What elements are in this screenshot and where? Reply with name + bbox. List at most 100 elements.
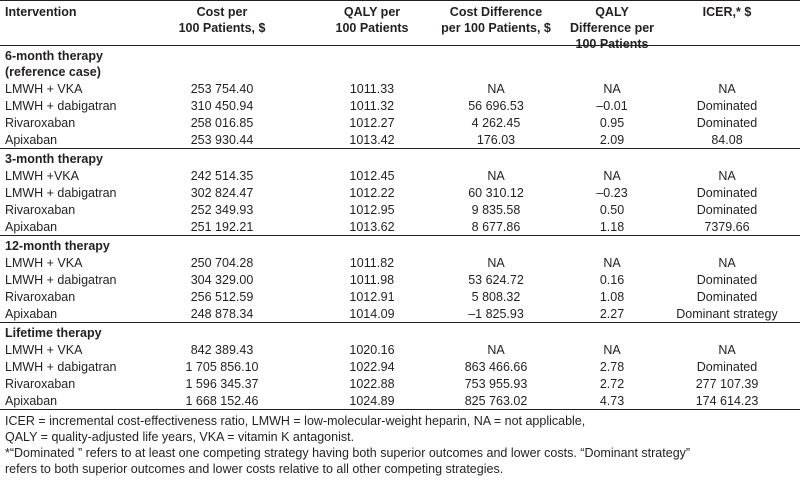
cell: –0.01 [596, 99, 628, 113]
cell: 5 808.32 [471, 290, 521, 304]
cell: 1011.98 [349, 273, 395, 287]
column-header: QALY [595, 5, 629, 19]
section-title: 12-month therapy [5, 239, 110, 253]
cell: 825 763.02 [464, 394, 528, 408]
cell: 1012.45 [349, 169, 395, 183]
column-header: Intervention [5, 5, 77, 19]
cell: –1 825.93 [468, 307, 524, 321]
row-label: LMWH + dabigatran [5, 186, 117, 200]
cell: NA [487, 82, 505, 96]
row-label: Apixaban [5, 307, 58, 321]
cell: 251 192.21 [190, 220, 254, 234]
cell: 0.50 [599, 203, 625, 217]
footnote: *“Dominated ” refers to at least one com… [5, 446, 691, 460]
row-label: Rivaroxaban [5, 116, 76, 130]
row-label: LMWH + dabigatran [5, 360, 117, 374]
cell: 1011.32 [349, 99, 395, 113]
cell: 1020.16 [349, 343, 395, 357]
cell: 1012.27 [349, 116, 395, 130]
cell: 0.95 [599, 116, 625, 130]
rule [0, 322, 800, 323]
cell: 56 696.53 [468, 99, 524, 113]
cell: 1013.62 [349, 220, 395, 234]
rule [0, 45, 800, 46]
cell: 242 514.35 [190, 169, 254, 183]
section-title: 6-month therapy [5, 49, 103, 63]
row-label: LMWH + VKA [5, 343, 83, 357]
cell: NA [718, 82, 736, 96]
cell: NA [603, 169, 621, 183]
cell: 53 624.72 [468, 273, 524, 287]
section-title: (reference case) [5, 65, 101, 79]
cell: 1013.42 [349, 133, 395, 147]
column-header: Cost Difference [449, 5, 543, 19]
cell: 1022.88 [349, 377, 395, 391]
cell: Dominated [696, 273, 758, 287]
cell: 4 262.45 [471, 116, 521, 130]
cell: 863 466.66 [464, 360, 528, 374]
cell: Dominated [696, 203, 758, 217]
footnote: ICER = incremental cost-effectiveness ra… [5, 414, 586, 428]
cell: 1011.33 [349, 82, 395, 96]
column-header: Cost per [196, 5, 248, 19]
cell: 8 677.86 [471, 220, 521, 234]
cell: 1.08 [599, 290, 625, 304]
cell: Dominated [696, 99, 758, 113]
cell: 2.27 [599, 307, 625, 321]
cell: 1022.94 [349, 360, 395, 374]
row-label: LMWH + dabigatran [5, 273, 117, 287]
cell: NA [487, 169, 505, 183]
row-label: Apixaban [5, 220, 58, 234]
row-label: Rivaroxaban [5, 203, 76, 217]
footnote: QALY = quality-adjusted life years, VKA … [5, 430, 355, 444]
cell: NA [718, 169, 736, 183]
cell: 0.16 [599, 273, 625, 287]
row-label: LMWH + dabigatran [5, 99, 117, 113]
column-header: Difference per [569, 21, 655, 35]
column-header: 100 Patients, $ [178, 21, 266, 35]
cell: 1 668 152.46 [185, 394, 259, 408]
cell: 250 704.28 [190, 256, 254, 270]
cell: Dominated [696, 186, 758, 200]
cell: 1011.82 [349, 256, 395, 270]
row-label: LMWH + VKA [5, 82, 83, 96]
cell: 9 835.58 [471, 203, 521, 217]
cell: 258 016.85 [190, 116, 254, 130]
cell: Dominated [696, 290, 758, 304]
rule [0, 148, 800, 149]
cell: –0.23 [596, 186, 628, 200]
cell: 1012.22 [349, 186, 395, 200]
cell: 248 878.34 [190, 307, 254, 321]
cell: 252 349.93 [190, 203, 254, 217]
cell: 2.09 [599, 133, 625, 147]
cell: NA [718, 256, 736, 270]
rule [0, 0, 800, 1]
rule [0, 235, 800, 236]
cell: 7379.66 [704, 220, 750, 234]
cell: 1 596 345.37 [185, 377, 259, 391]
column-header: 100 Patients [335, 21, 409, 35]
cell: 256 512.59 [190, 290, 254, 304]
cell: 1 705 856.10 [185, 360, 259, 374]
cell: 302 824.47 [190, 186, 254, 200]
row-label: LMWH + VKA [5, 256, 83, 270]
cell: 2.72 [599, 377, 625, 391]
cell: 310 450.94 [190, 99, 254, 113]
column-header: 100 Patients [575, 37, 649, 51]
column-header: per 100 Patients, $ [441, 21, 551, 35]
cell: 304 329.00 [190, 273, 254, 287]
cell: Dominated [696, 116, 758, 130]
cell: 174 614.23 [695, 394, 759, 408]
column-header: ICER,* $ [702, 5, 752, 19]
row-label: Apixaban [5, 394, 58, 408]
cell: NA [718, 343, 736, 357]
cell: NA [603, 82, 621, 96]
cell: 842 389.43 [190, 343, 254, 357]
cell: 1.18 [599, 220, 625, 234]
cell: 60 310.12 [468, 186, 524, 200]
cell: 84.08 [711, 133, 743, 147]
cell: 277 107.39 [695, 377, 759, 391]
section-title: 3-month therapy [5, 152, 103, 166]
cell: NA [603, 256, 621, 270]
